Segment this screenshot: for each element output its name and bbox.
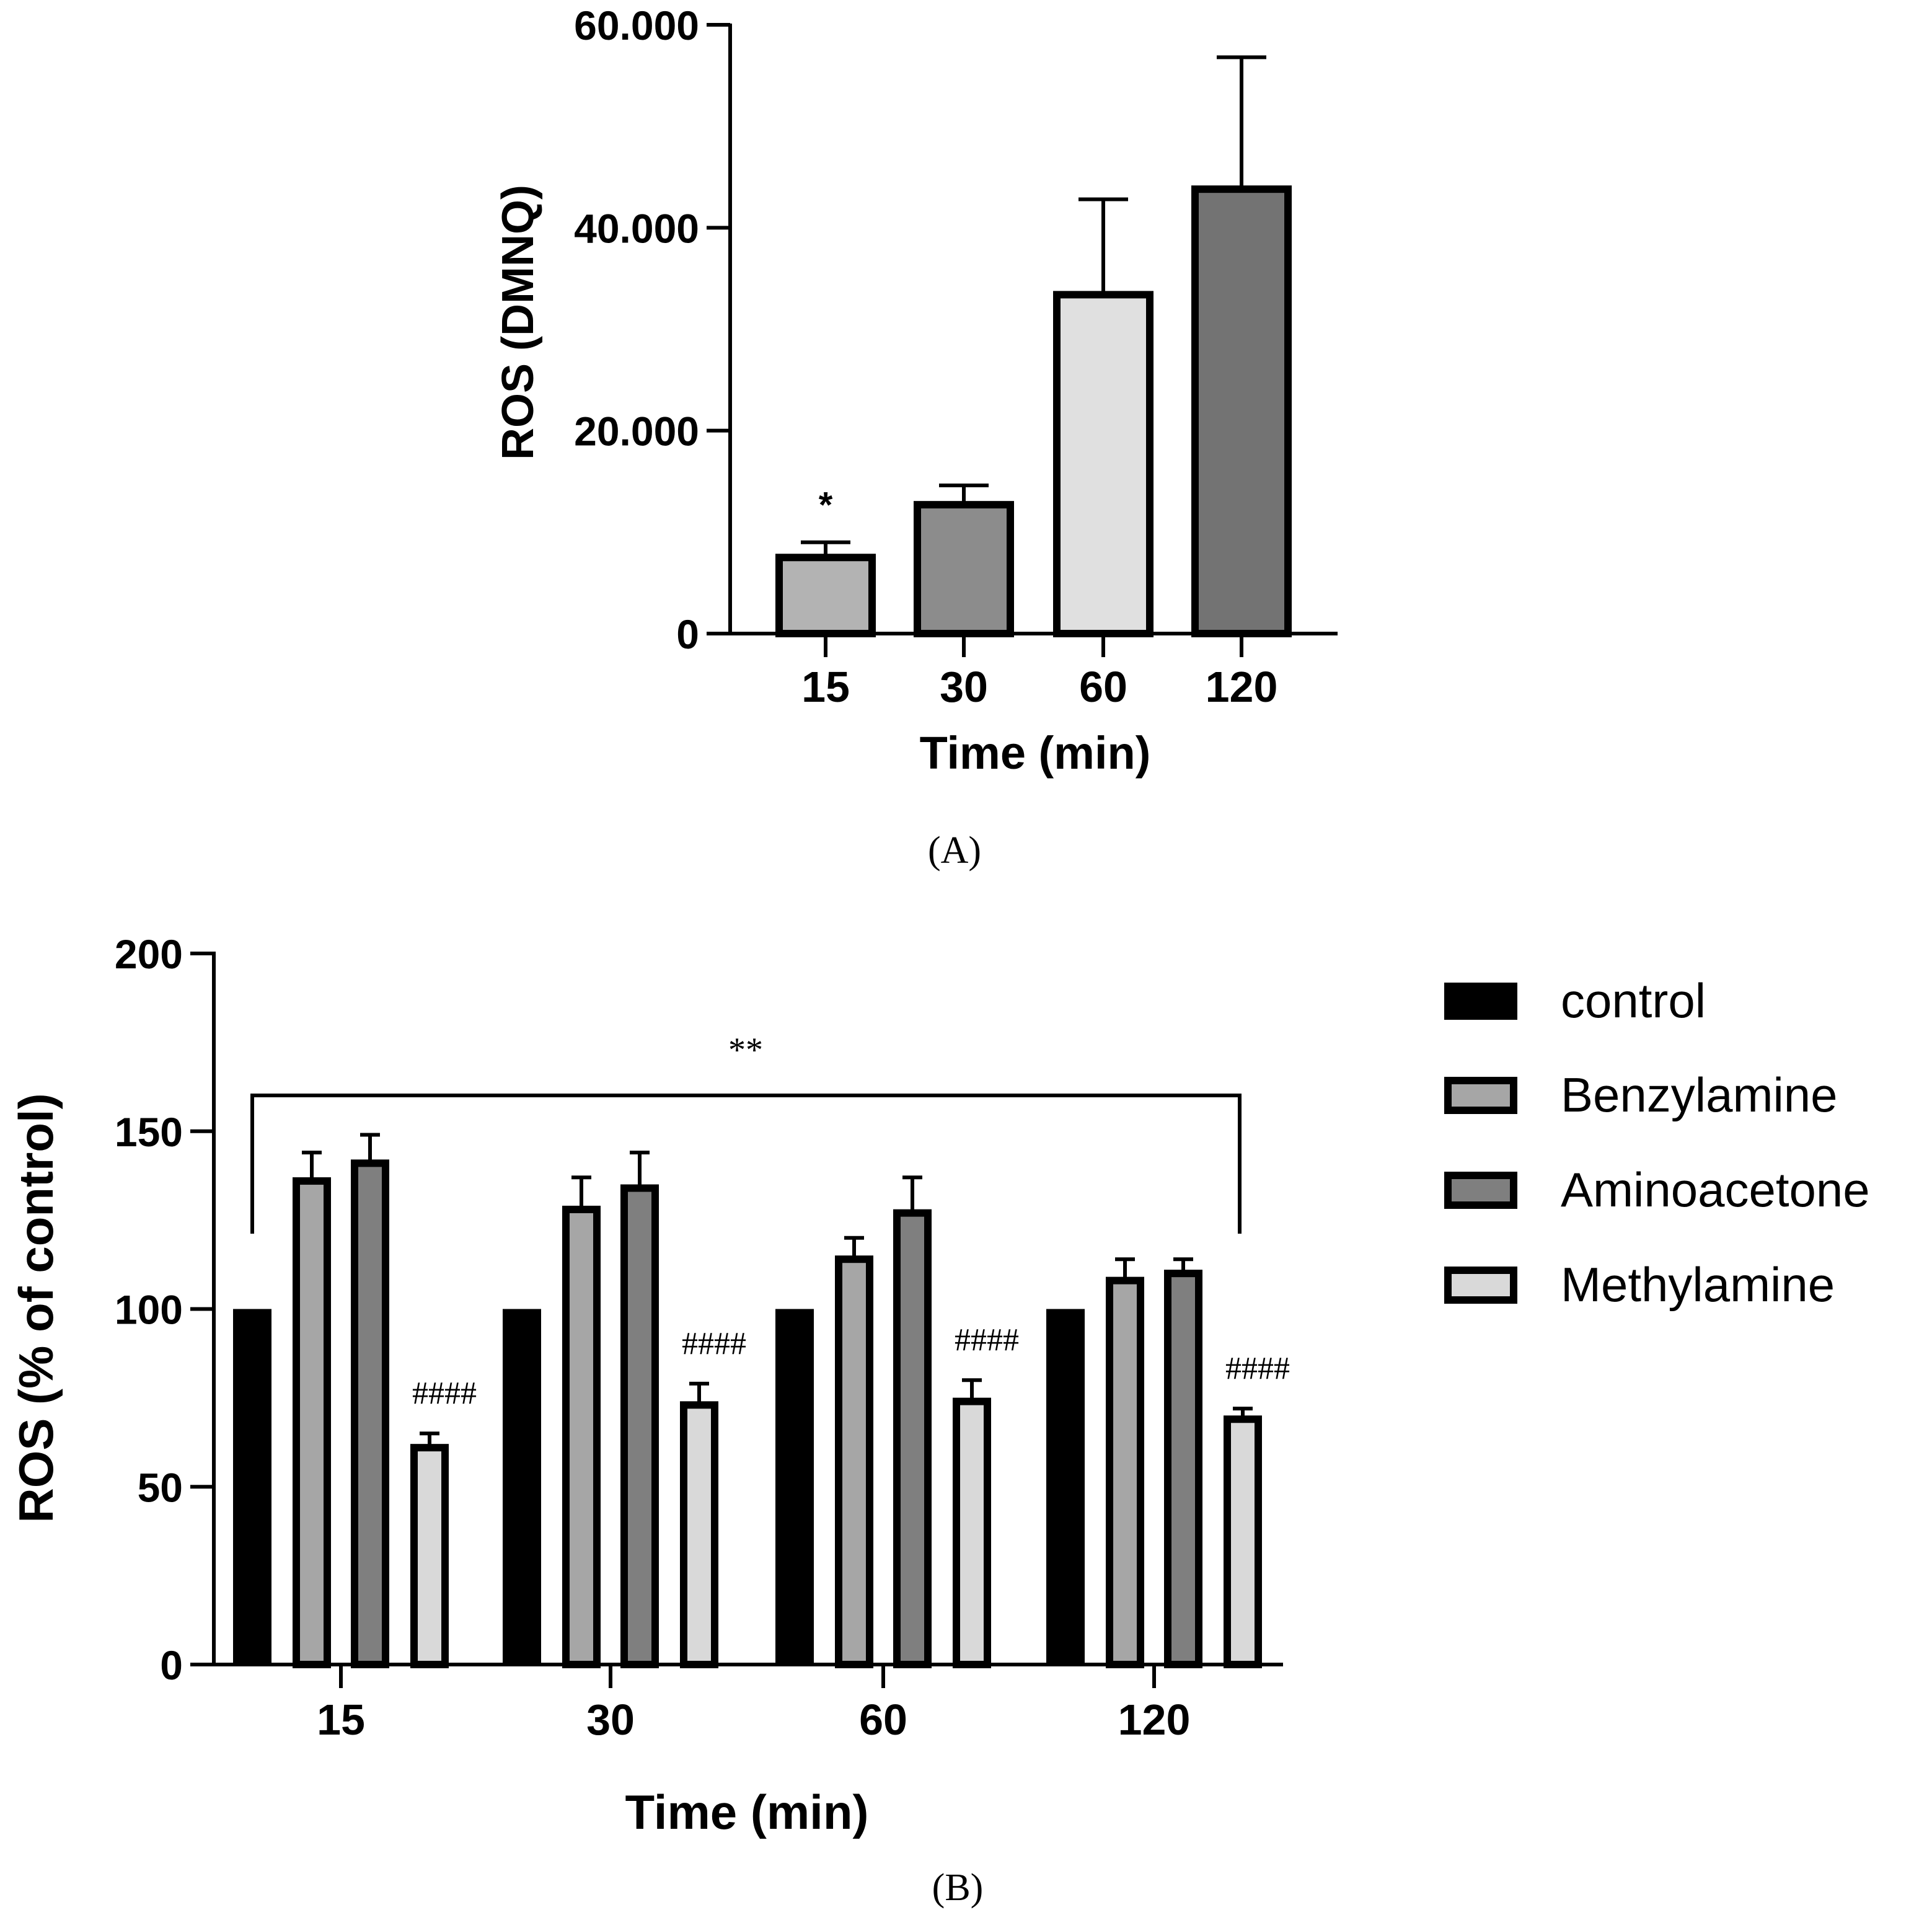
panel-b-x-tick-label: 30	[586, 1696, 635, 1744]
legend-swatch-benzylamine	[1444, 1077, 1517, 1114]
panel-b-chart: 0 50 100 150 200 15 30 60 120 #### #### #### #### ** T…	[9, 931, 1870, 1839]
panel-a-bar	[1053, 291, 1153, 637]
panel-b-bar-aminoacetone	[1164, 1270, 1202, 1668]
panel-b-x-axis-title: Time (min)	[625, 1785, 869, 1839]
panel-b-significance-marker: **	[728, 1031, 763, 1069]
panel-a-chart: 0 20.000 40.000 60.000 15 30 60 120 * Time (min) R…	[493, 2, 1338, 779]
panel-b-bar-aminoacetone	[351, 1159, 389, 1668]
panel-a-bar	[775, 554, 876, 637]
panel-a-bar	[1191, 185, 1292, 637]
panel-b-bar-control	[775, 1309, 814, 1665]
panel-b-bar-benzylamine	[1106, 1276, 1144, 1669]
panel-b-y-tick-label: 50	[138, 1464, 183, 1510]
panel-a-y-tick-label: 60.000	[574, 2, 699, 48]
panel-a-bar	[914, 501, 1014, 637]
legend-label-aminoacetone: Aminoacetone	[1561, 1162, 1870, 1217]
legend-swatch-control	[1444, 983, 1517, 1020]
panel-a-label: (A)	[928, 829, 981, 872]
panel-b-y-tick-label: 200	[115, 931, 183, 977]
panel-b-bar-aminoacetone	[620, 1184, 659, 1668]
legend-swatch-methylamine	[1444, 1267, 1517, 1304]
panel-a-x-tick-label: 15	[801, 663, 850, 711]
panel-b-x-tick-label: 60	[859, 1696, 907, 1744]
legend-label-methylamine: Methylamine	[1561, 1257, 1835, 1312]
panel-b-y-tick-label: 150	[115, 1109, 183, 1155]
panel-b-bar-control	[1046, 1309, 1085, 1665]
panel-b-bar-methylamine	[953, 1397, 991, 1669]
panel-b-hash-marker: ####	[682, 1326, 746, 1361]
panel-a-y-tick-label: 40.000	[574, 205, 699, 251]
panel-b-bar-methylamine	[1224, 1415, 1262, 1668]
panel-a-x-tick-label: 30	[940, 663, 988, 711]
panel-b-bar-aminoacetone	[893, 1209, 932, 1668]
panel-b-hash-marker: ####	[955, 1322, 1019, 1358]
panel-b-x-tick-label: 120	[1118, 1696, 1191, 1744]
panel-b-y-tick-label: 100	[115, 1287, 183, 1333]
panel-b-y-axis-title: ROS (% of control)	[9, 1093, 63, 1523]
panel-b-bar-control	[503, 1309, 541, 1665]
legend-label-benzylamine: Benzylamine	[1561, 1068, 1838, 1122]
panel-b-bar-control	[233, 1309, 271, 1665]
panel-a-x-axis-title: Time (min)	[920, 727, 1151, 779]
panel-b-bar-methylamine	[680, 1401, 718, 1668]
panel-b-significance-bracket	[250, 1094, 1242, 1234]
panel-a-x-tick-label: 60	[1079, 663, 1127, 711]
panel-b-x-tick-label: 15	[317, 1696, 365, 1744]
panel-b-bar-benzylamine	[835, 1255, 873, 1668]
panel-a-y-tick-label: 20.000	[574, 409, 699, 454]
legend-swatch-aminoacetone	[1444, 1172, 1517, 1209]
panel-b-bar-benzylamine	[293, 1177, 331, 1669]
panel-b-bar-benzylamine	[562, 1205, 601, 1669]
panel-b-hash-marker: ####	[1225, 1351, 1290, 1386]
panel-a-x-tick-label: 120	[1206, 663, 1278, 711]
panel-a-significance-marker: *	[819, 485, 833, 526]
panel-b-y-tick-label: 0	[160, 1642, 183, 1688]
panel-b-hash-marker: ####	[412, 1376, 477, 1411]
panel-b-label: (B)	[932, 1867, 984, 1909]
panel-b-bar-methylamine	[410, 1444, 449, 1669]
panel-a-y-axis-title: ROS (DMNQ)	[493, 185, 543, 460]
legend-label-control: control	[1561, 973, 1706, 1028]
panel-a-y-tick-label: 0	[676, 611, 699, 657]
